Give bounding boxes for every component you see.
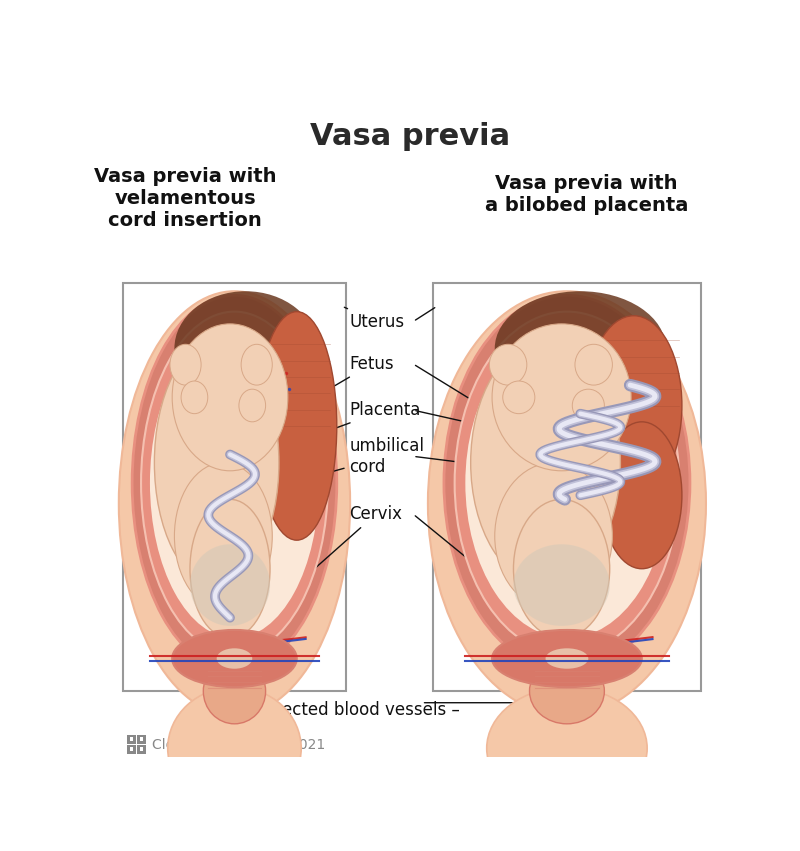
Ellipse shape [502,381,535,414]
Ellipse shape [428,291,706,716]
Ellipse shape [119,291,350,716]
Ellipse shape [514,545,610,625]
Ellipse shape [172,630,297,687]
Ellipse shape [150,328,319,638]
Text: Cervix: Cervix [237,505,402,638]
Ellipse shape [170,345,201,386]
Ellipse shape [602,422,682,568]
Ellipse shape [514,500,610,638]
Bar [434,283,701,691]
Text: – Unprotected blood vessels –: – Unprotected blood vessels – [213,701,460,719]
Ellipse shape [586,316,682,495]
Ellipse shape [470,340,621,585]
Bar [139,747,143,751]
Bar [123,283,346,691]
Ellipse shape [174,463,272,609]
Ellipse shape [494,463,612,609]
Ellipse shape [190,500,270,638]
Ellipse shape [172,324,288,471]
Ellipse shape [217,648,252,669]
Ellipse shape [466,328,669,638]
Ellipse shape [141,311,328,654]
Ellipse shape [168,687,301,809]
Bar [127,745,136,753]
Ellipse shape [492,630,642,687]
Ellipse shape [444,295,690,671]
Bar [130,747,134,751]
Ellipse shape [546,648,588,669]
Ellipse shape [181,381,208,414]
Text: Cleveland Clinic   ©2021: Cleveland Clinic ©2021 [152,738,325,752]
Text: Vasa previa: Vasa previa [310,123,510,151]
Text: Fetus: Fetus [232,355,394,446]
Ellipse shape [241,345,272,386]
Ellipse shape [575,345,612,386]
Bar [138,745,146,753]
Ellipse shape [174,291,317,405]
Ellipse shape [486,687,647,809]
Ellipse shape [530,659,604,724]
Ellipse shape [190,545,270,625]
Ellipse shape [494,291,666,405]
Text: Uterus: Uterus [344,307,405,330]
Ellipse shape [239,389,266,422]
Text: Placenta: Placenta [265,401,421,454]
Ellipse shape [203,659,266,724]
Text: Vasa previa with
velamentous
cord insertion: Vasa previa with velamentous cord insert… [94,167,277,230]
Bar [127,735,136,744]
Ellipse shape [154,340,279,585]
Ellipse shape [454,311,679,654]
Ellipse shape [572,389,604,422]
Bar [139,738,143,741]
Ellipse shape [492,324,631,471]
Ellipse shape [257,311,337,540]
Text: umbilical
cord: umbilical cord [227,437,425,500]
Text: Vasa previa with
a bilobed placenta: Vasa previa with a bilobed placenta [485,174,688,215]
Ellipse shape [132,295,337,671]
Bar [138,735,146,744]
Bar [130,738,134,741]
Ellipse shape [490,345,527,386]
